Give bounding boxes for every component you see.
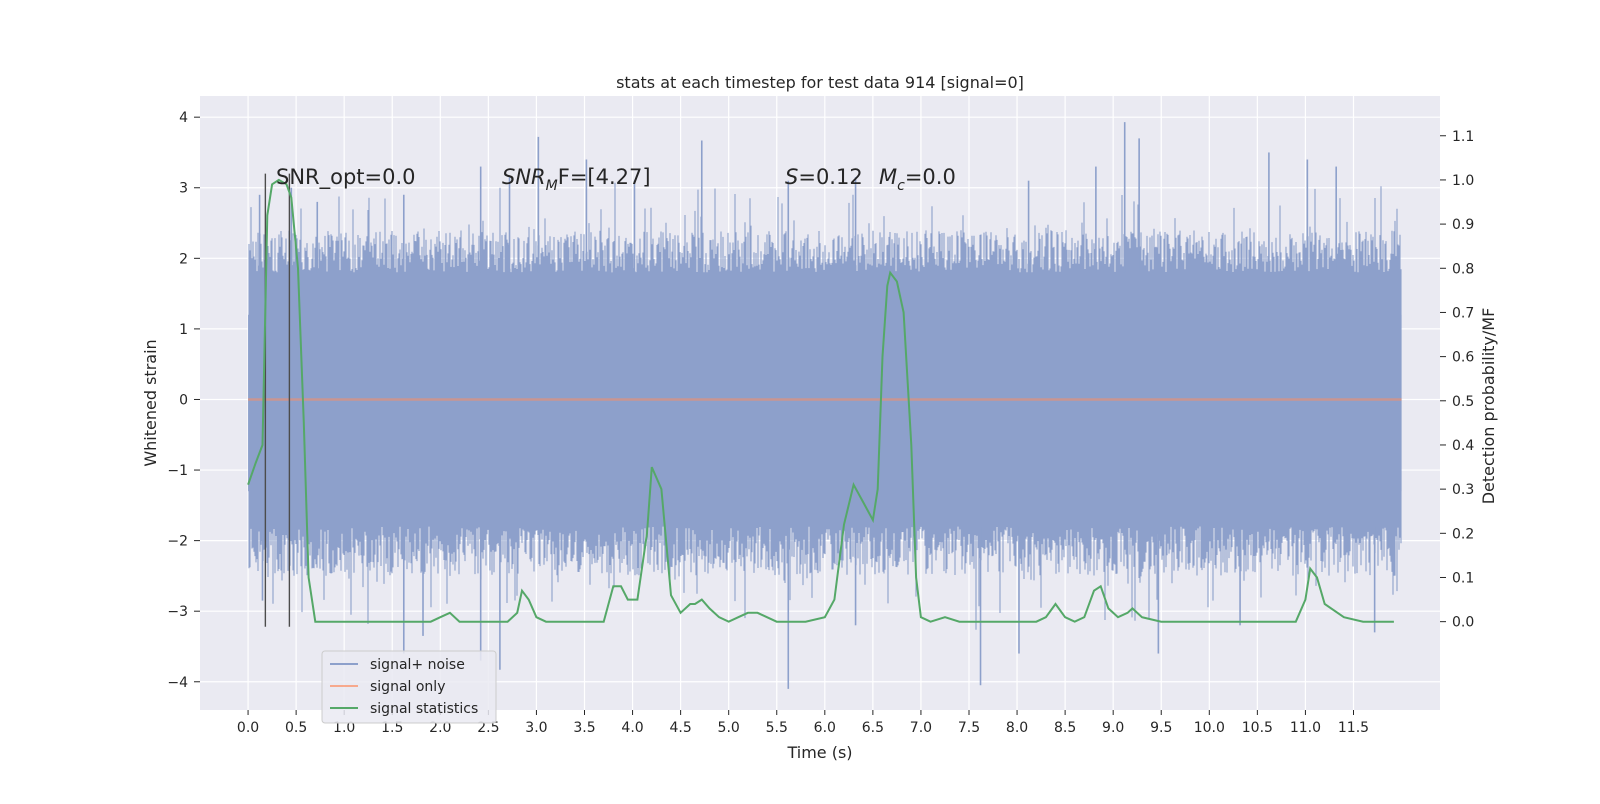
legend: signal+ noise signal only signal statist… xyxy=(321,650,497,724)
y-tick-label-1: −3 xyxy=(167,604,188,620)
x-tick-label-19: 9.5 xyxy=(1150,720,1172,736)
x-tick-label-15: 7.5 xyxy=(958,720,980,736)
y2-tick-label-11: 1.1 xyxy=(1452,129,1474,145)
x-tick-label-23: 11.5 xyxy=(1338,720,1369,736)
x-tick-label-21: 10.5 xyxy=(1242,720,1273,736)
y2-tick-label-2: 0.2 xyxy=(1452,526,1474,542)
x-tick-label-10: 5.0 xyxy=(718,720,740,736)
x-tick-label-7: 3.5 xyxy=(573,720,595,736)
x-tick-label-17: 8.5 xyxy=(1054,720,1076,736)
signal-statistics-line xyxy=(247,178,1394,623)
x-tick-label-6: 3.0 xyxy=(525,720,547,736)
y-axis-ticks: −4 −3 −2 −1 0 1 2 3 4 xyxy=(167,110,200,691)
legend-label-signal-only: signal only xyxy=(370,679,445,695)
signal-noise-series xyxy=(248,122,1402,689)
signal-statistics-series xyxy=(247,178,1394,623)
y-tick-label-2: −2 xyxy=(167,534,188,550)
x-tick-label-3: 1.5 xyxy=(381,720,403,736)
annotations: SNR_opt=0.0 SNRMF=[4.27] S=0.12 Mc=0.0 xyxy=(276,165,956,194)
y-tick-label-0: −4 xyxy=(167,675,188,691)
chart-title: stats at each timestep for test data 914… xyxy=(616,73,1024,92)
snr-mf-rest: F=[4.27] xyxy=(558,165,651,189)
x-tick-label-0: 0.0 xyxy=(237,720,259,736)
mc-value: =0.0 xyxy=(905,165,956,189)
y2-tick-label-4: 0.4 xyxy=(1452,438,1474,454)
s-value: =0.12 xyxy=(798,165,862,189)
snr-mf-base: SNR xyxy=(502,165,546,189)
x-axis-ticks: 0.0 0.5 1.0 1.5 2.0 2.5 3.0 3.5 4.0 4.5 5.0 5.5 6.0 6… xyxy=(237,710,1369,736)
x-tick-label-13: 6.5 xyxy=(862,720,884,736)
y-axis-label: Whitened strain xyxy=(141,339,160,466)
x-tick-label-9: 4.5 xyxy=(669,720,691,736)
x-tick-label-8: 4.0 xyxy=(621,720,643,736)
vertical-markers xyxy=(264,173,291,627)
x-tick-label-4: 2.0 xyxy=(429,720,451,736)
mc-base: M xyxy=(879,165,897,189)
x-tick-label-16: 8.0 xyxy=(1006,720,1028,736)
y2-tick-label-3: 0.3 xyxy=(1452,482,1474,498)
y-tick-label-3: −1 xyxy=(167,463,188,479)
x-tick-label-18: 9.0 xyxy=(1102,720,1124,736)
y2-axis-ticks: 0.0 0.1 0.2 0.3 0.4 0.5 0.6 0.7 0.8 0.9 1.0 1.1 xyxy=(1440,129,1474,631)
y-tick-label-6: 2 xyxy=(179,251,188,267)
y-tick-label-4: 0 xyxy=(179,392,188,408)
annotation-mc: Mc=0.0 xyxy=(879,165,956,194)
x-tick-label-5: 2.5 xyxy=(477,720,499,736)
y2-tick-label-0: 0.0 xyxy=(1452,615,1474,631)
x-tick-label-1: 0.5 xyxy=(285,720,307,736)
x-axis-label: Time (s) xyxy=(786,743,852,762)
noise-core-band xyxy=(248,314,1402,492)
x-tick-label-20: 10.0 xyxy=(1194,720,1225,736)
x-tick-label-14: 7.0 xyxy=(910,720,932,736)
annotation-s: S=0.12 xyxy=(785,165,863,189)
x-tick-label-12: 6.0 xyxy=(814,720,836,736)
y2-tick-label-8: 0.8 xyxy=(1452,261,1474,277)
mc-sub: c xyxy=(897,178,905,194)
legend-box xyxy=(321,650,497,724)
y2-tick-label-9: 0.9 xyxy=(1452,217,1474,233)
legend-label-signal-noise: signal+ noise xyxy=(370,657,465,673)
x-tick-label-2: 1.0 xyxy=(333,720,355,736)
legend-label-signal-statistics: signal statistics xyxy=(370,701,478,717)
snr-mf-sub: M xyxy=(546,178,558,194)
y2-tick-label-1: 0.1 xyxy=(1452,570,1474,586)
y-tick-label-8: 4 xyxy=(179,110,188,126)
s-symbol: S xyxy=(785,165,798,189)
y2-tick-label-7: 0.7 xyxy=(1452,305,1474,321)
y-tick-label-7: 3 xyxy=(179,181,188,197)
y2-tick-label-10: 1.0 xyxy=(1452,173,1474,189)
x-tick-label-22: 11.0 xyxy=(1290,720,1321,736)
x-tick-label-11: 5.5 xyxy=(766,720,788,736)
y2-axis-label: Detection probability/MF xyxy=(1479,308,1498,505)
y2-tick-label-5: 0.5 xyxy=(1452,394,1474,410)
y-tick-label-5: 1 xyxy=(179,322,188,338)
annotation-snr-mf: SNRMF=[4.27] xyxy=(502,165,651,194)
annotation-snr-opt: SNR_opt=0.0 xyxy=(276,165,416,190)
y2-tick-label-6: 0.6 xyxy=(1452,350,1474,366)
